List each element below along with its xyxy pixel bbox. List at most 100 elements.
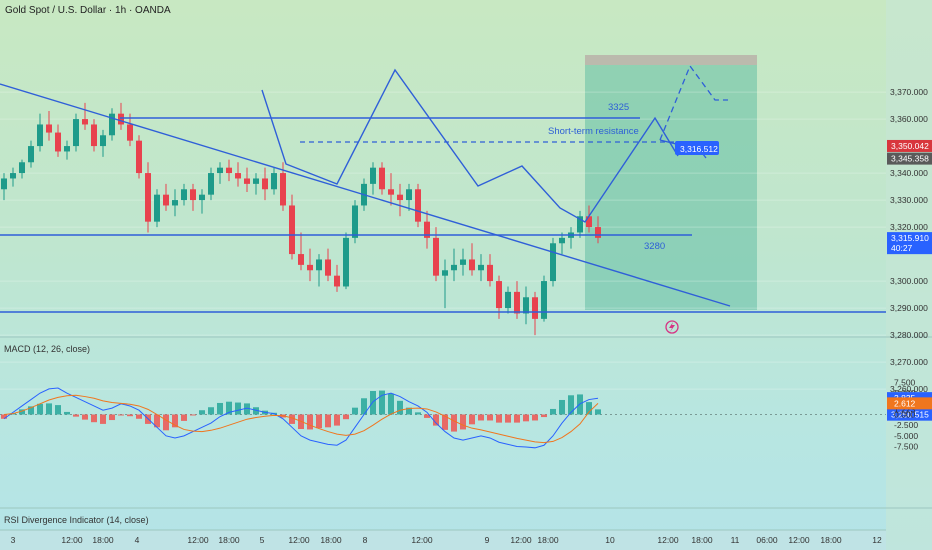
macd-histogram-bar: [19, 409, 25, 415]
macd-histogram-bar: [127, 414, 133, 417]
bottom-axis-background: [0, 530, 886, 550]
macd-histogram-bar: [586, 402, 592, 415]
candle-body: [586, 216, 592, 228]
price-tick-label: 3,360.000: [890, 114, 928, 124]
time-tick-label: 11: [731, 535, 740, 545]
price-tag-label: 3,350.042: [891, 141, 929, 151]
macd-histogram-bar: [208, 407, 214, 415]
macd-histogram-bar: [388, 393, 394, 415]
candle-body: [532, 297, 538, 319]
macd-layer: [0, 387, 886, 449]
macd-title[interactable]: MACD (12, 26, close): [4, 344, 90, 354]
macd-histogram-bar: [109, 414, 115, 421]
macd-tick-label: 0.000: [894, 410, 916, 420]
candle-body: [37, 124, 43, 147]
time-tick-label: 8: [363, 535, 368, 545]
candle-body: [181, 189, 187, 201]
candle-body: [244, 178, 250, 184]
macd-histogram-bar: [37, 403, 43, 415]
time-tick-label: 3: [11, 535, 16, 545]
macd-histogram-bar: [181, 414, 187, 421]
candle-body: [451, 264, 457, 271]
drawings-layer: [0, 64, 886, 313]
candle-body: [82, 119, 88, 125]
candle-body: [415, 189, 421, 222]
macd-histogram-bar: [253, 407, 259, 415]
macd-tag: [887, 397, 932, 410]
macd-histogram-bar: [325, 414, 331, 428]
candle-body: [46, 124, 52, 133]
time-tick-label: 12:00: [61, 535, 83, 545]
candle-body: [217, 167, 223, 174]
projection-path[interactable]: [659, 64, 728, 141]
price-tag: [887, 232, 932, 245]
candle-body: [343, 237, 349, 287]
wave-pattern[interactable]: [261, 68, 679, 223]
macd-histogram-bar: [235, 402, 241, 415]
time-tick-label: 12:00: [788, 535, 810, 545]
candle-body: [550, 243, 556, 282]
macd-histogram-bar: [82, 414, 88, 420]
candle-body: [163, 194, 169, 206]
macd-line: [3, 387, 599, 449]
macd-histogram-bar: [55, 405, 61, 415]
candle-body: [64, 146, 70, 152]
price-tick-label: 3,290.000: [890, 303, 928, 313]
position-zone-box: [585, 65, 757, 310]
time-tick-label: 18:00: [92, 535, 114, 545]
macd-histogram-bar: [370, 391, 376, 415]
descending-trendline[interactable]: [0, 83, 731, 307]
macd-histogram-bar: [289, 414, 295, 424]
candle-body: [145, 173, 151, 222]
candle-body: [199, 194, 205, 201]
macd-histogram-bar: [190, 414, 196, 416]
candle-body: [235, 173, 241, 179]
target-tag-background: [675, 141, 719, 155]
candle-body: [172, 200, 178, 206]
macd-histogram-bar: [415, 412, 421, 415]
candle-body: [424, 221, 430, 238]
candle-body: [208, 173, 214, 195]
macd-histogram-bar: [505, 414, 511, 423]
symbol-title[interactable]: Gold Spot / U.S. Dollar · 1h · OANDA: [5, 5, 171, 16]
candle-body: [28, 146, 34, 163]
macd-histogram-bar: [316, 414, 322, 429]
macd-histogram-bar: [442, 414, 448, 430]
price-tick-label: 3,270.000: [890, 357, 928, 367]
alert-icon[interactable]: [665, 320, 679, 334]
candle-body: [298, 254, 304, 265]
rsi-title[interactable]: RSI Divergence Indicator (14, close): [4, 515, 149, 525]
macd-histogram-bar: [496, 414, 502, 423]
candle-body: [379, 167, 385, 190]
candle-body: [496, 281, 502, 309]
candle-body: [433, 237, 439, 276]
candle-body: [325, 259, 331, 276]
candle-body: [442, 270, 448, 276]
time-tick-label: 10: [605, 535, 615, 545]
macd-histogram-bar: [46, 403, 52, 415]
macd-histogram-bar: [217, 402, 223, 415]
candle-body: [154, 194, 160, 222]
time-tick-label: 06:00: [756, 535, 778, 545]
target-tag: 3,316.512: [675, 141, 719, 155]
macd-histogram-bar: [406, 407, 412, 415]
macd-histogram-bar: [226, 401, 232, 415]
macd-histogram-bar: [568, 395, 574, 415]
price-tag: [887, 408, 932, 421]
price-tag: [887, 242, 932, 255]
macd-histogram-bar: [100, 414, 106, 424]
candle-body: [100, 135, 106, 147]
macd-histogram-bar: [343, 414, 349, 420]
macd-histogram-bar: [136, 414, 142, 419]
macd-histogram-bar: [433, 414, 439, 426]
macd-histogram-bar: [478, 414, 484, 421]
price-tick-label: 3,300.000: [890, 276, 928, 286]
price-tick-label: 3,330.000: [890, 195, 928, 205]
candle-body: [10, 173, 16, 179]
candle-body: [289, 205, 295, 255]
candle-body: [406, 189, 412, 201]
candle-body: [118, 113, 124, 125]
macd-histogram-bar: [334, 414, 340, 426]
time-tick-label: 5: [260, 535, 265, 545]
